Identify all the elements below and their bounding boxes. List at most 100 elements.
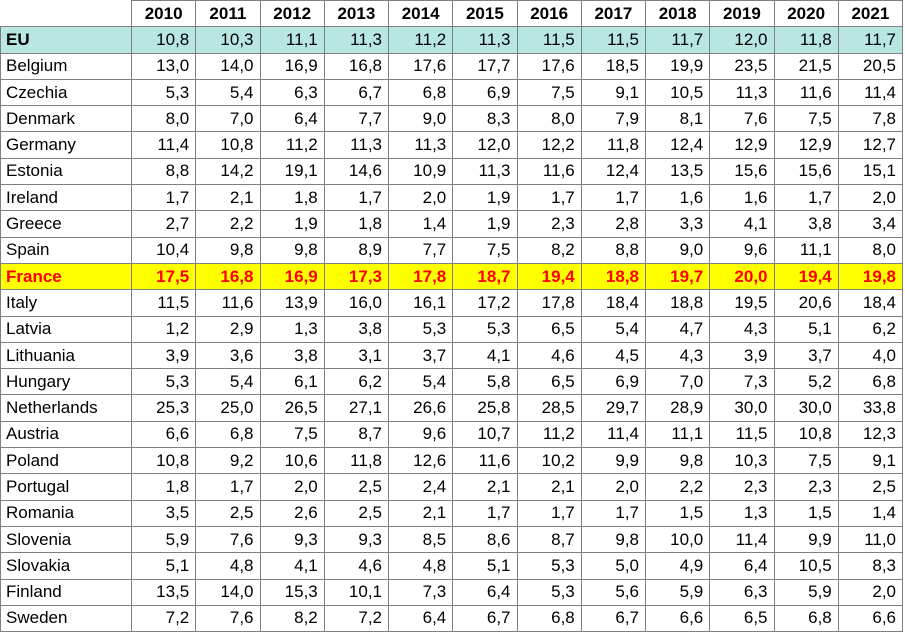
value-cell: 11,1 [644,420,711,449]
value-cell: 10,3 [709,447,775,475]
value-cell: 11,4 [130,131,197,159]
value-cell: 11,6 [773,78,839,107]
value-cell: 2,4 [387,473,454,501]
value-cell: 4,3 [709,315,775,343]
value-cell: 2,3 [516,210,582,238]
value-cell: 18,4 [837,289,904,317]
year-header: 2018 [644,0,711,28]
value-cell: 6,1 [259,368,325,396]
value-cell: 2,2 [195,210,261,238]
value-cell: 8,7 [323,420,390,449]
value-cell: 14,0 [195,578,261,606]
table-row: Finland 13,5 14,0 15,3 10,1 7,3 6,4 5,3 5,6 5,9 6,… [0,578,904,606]
value-cell: 29,7 [580,394,647,422]
value-cell: 6,3 [709,578,775,606]
value-cell: 10,6 [259,447,325,475]
value-cell: 11,8 [323,447,390,475]
value-cell: 8,7 [516,525,582,554]
value-cell: 10,0 [644,525,711,554]
value-cell: 6,7 [580,604,647,633]
country-name-cell: Estonia [0,157,132,186]
value-cell: 1,9 [452,184,518,212]
value-cell: 18,8 [580,262,647,291]
value-cell: 2,0 [387,184,454,212]
value-cell: 11,5 [709,420,775,449]
value-cell: 11,8 [773,26,839,54]
value-cell: 23,5 [709,52,775,80]
value-cell: 1,9 [452,210,518,238]
value-cell: 19,5 [709,289,775,317]
value-cell: 6,5 [516,315,582,343]
table-row: Germany 11,4 10,8 11,2 11,3 11,3 12,0 12,2 11,8 1… [0,131,904,159]
value-cell: 3,4 [837,210,904,238]
value-cell: 5,4 [387,368,454,396]
table-row: Italy 11,5 11,6 13,9 16,0 16,1 17,2 17,8 18,4 18,… [0,289,904,317]
value-cell: 1,5 [773,499,839,527]
value-cell: 9,8 [259,236,325,264]
value-cell: 8,6 [452,525,518,554]
value-cell: 19,8 [837,262,904,291]
value-cell: 7,7 [323,105,390,133]
value-cell: 13,5 [644,157,711,186]
value-cell: 6,8 [387,78,454,107]
value-cell: 10,4 [130,236,197,264]
table-row: Romania 3,5 2,5 2,6 2,5 2,1 1,7 1,7 1,7 1,5 1,3 1,5… [0,499,904,527]
value-cell: 14,6 [323,157,390,186]
value-cell: 5,4 [195,368,261,396]
value-cell: 2,0 [259,473,325,501]
value-cell: 6,3 [259,78,325,107]
country-name-cell: Poland [0,447,132,475]
value-cell: 4,5 [580,341,647,370]
value-cell: 4,8 [195,552,261,580]
country-name-cell: France [0,262,132,291]
value-cell: 11,4 [709,525,775,554]
value-cell: 12,4 [644,131,711,159]
year-header: 2021 [837,0,904,28]
value-cell: 2,0 [837,184,904,212]
value-cell: 8,3 [452,105,518,133]
value-cell: 9,6 [709,236,775,264]
value-cell: 2,0 [580,473,647,501]
value-cell: 5,3 [452,315,518,343]
value-cell: 9,8 [580,525,647,554]
value-cell: 16,1 [387,289,454,317]
value-cell: 11,5 [130,289,197,317]
value-cell: 6,9 [580,368,647,396]
table-row: Denmark 8,0 7,0 6,4 7,7 9,0 8,3 8,0 7,9 8,1 7,6 7,5… [0,105,904,133]
year-header: 2012 [259,0,325,28]
value-cell: 3,6 [195,341,261,370]
year-header: 2016 [516,0,582,28]
value-cell: 8,2 [259,604,325,633]
value-cell: 6,8 [837,368,904,396]
value-cell: 8,8 [580,236,647,264]
table-row: Greece 2,7 2,2 1,9 1,8 1,4 1,9 2,3 2,8 3,3 4,1 3,8 3… [0,210,904,238]
value-cell: 3,9 [130,341,197,370]
value-cell: 18,7 [452,262,518,291]
value-cell: 11,6 [195,289,261,317]
value-cell: 7,0 [195,105,261,133]
value-cell: 17,8 [516,289,582,317]
value-cell: 20,0 [709,262,775,291]
value-cell: 5,4 [195,78,261,107]
value-cell: 30,0 [773,394,839,422]
value-cell: 33,8 [837,394,904,422]
value-cell: 10,9 [387,157,454,186]
table-row: Hungary 5,3 5,4 6,1 6,2 5,4 5,8 6,5 6,9 7,0 7,3 5,2… [0,368,904,396]
value-cell: 10,8 [130,26,197,54]
value-cell: 1,7 [580,499,647,527]
table-row: Austria 6,6 6,8 7,5 8,7 9,6 10,7 11,2 11,4 11,1 11… [0,420,904,449]
value-cell: 5,3 [387,315,454,343]
value-cell: 1,8 [130,473,197,501]
value-cell: 7,6 [195,525,261,554]
value-cell: 10,2 [516,447,582,475]
value-cell: 7,5 [259,420,325,449]
value-cell: 11,3 [709,78,775,107]
value-cell: 11,5 [516,26,582,54]
value-cell: 6,8 [773,604,839,633]
value-cell: 6,4 [387,604,454,633]
country-name-cell: Greece [0,210,132,238]
value-cell: 14,0 [195,52,261,80]
value-cell: 19,1 [259,157,325,186]
value-cell: 3,7 [773,341,839,370]
value-cell: 2,7 [130,210,197,238]
